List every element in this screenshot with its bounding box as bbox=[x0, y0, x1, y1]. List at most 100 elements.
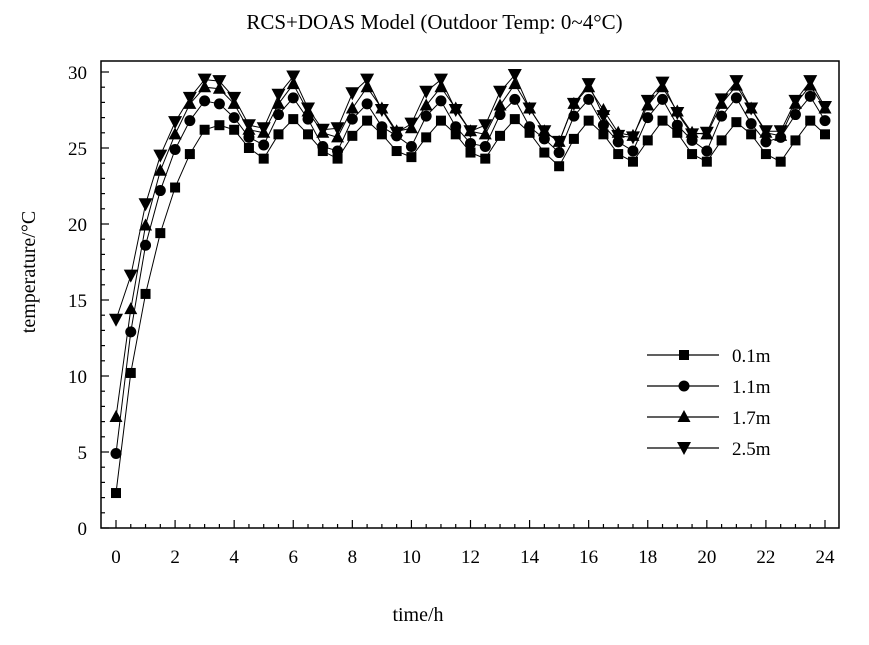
data-point-1.1m bbox=[701, 145, 713, 157]
data-point-1.1m bbox=[199, 95, 211, 107]
legend-label: 1.1m bbox=[732, 377, 771, 398]
data-point-0.1m bbox=[495, 130, 506, 141]
data-point-1.1m bbox=[228, 112, 240, 124]
data-point-1.1m bbox=[258, 139, 270, 151]
data-point-2.5m bbox=[197, 73, 212, 87]
data-point-1.1m bbox=[405, 140, 417, 152]
data-point-2.5m bbox=[315, 123, 330, 137]
data-point-0.1m bbox=[391, 146, 402, 157]
data-point-1.7m bbox=[109, 410, 123, 423]
data-point-0.1m bbox=[303, 129, 314, 140]
x-tick-label: 18 bbox=[638, 547, 657, 568]
legend-marker bbox=[678, 380, 690, 392]
data-point-1.1m bbox=[789, 109, 801, 121]
chart-title: RCS+DOAS Model (Outdoor Temp: 0~4°C) bbox=[246, 10, 623, 34]
y-tick-label: 20 bbox=[68, 215, 87, 236]
x-tick-label: 10 bbox=[402, 547, 421, 568]
data-point-2.5m bbox=[493, 85, 508, 99]
data-point-1.7m bbox=[345, 101, 359, 114]
data-point-0.1m bbox=[746, 129, 757, 140]
data-point-1.1m bbox=[317, 140, 329, 152]
data-point-0.1m bbox=[509, 114, 520, 125]
data-point-2.5m bbox=[241, 119, 256, 133]
data-point-1.1m bbox=[642, 112, 654, 124]
data-point-1.1m bbox=[745, 118, 757, 130]
data-point-0.1m bbox=[672, 127, 683, 138]
data-point-2.5m bbox=[404, 117, 419, 131]
x-tick-label: 20 bbox=[697, 547, 716, 568]
data-point-1.1m bbox=[494, 109, 506, 121]
data-point-2.5m bbox=[256, 122, 271, 136]
data-point-0.1m bbox=[125, 367, 136, 378]
legend-label: 1.7m bbox=[732, 408, 771, 429]
legend: 0.1m 1.1m 1.7m 2.5m bbox=[647, 346, 771, 460]
data-point-0.1m bbox=[406, 152, 417, 163]
data-point-2.5m bbox=[271, 88, 286, 102]
data-point-1.1m bbox=[420, 110, 432, 122]
x-tick-label: 16 bbox=[579, 547, 598, 568]
legend-entry-2.5m: 2.5m bbox=[647, 439, 771, 460]
x-axis-label: time/h bbox=[392, 604, 443, 626]
data-point-2.5m bbox=[330, 122, 345, 136]
x-tick-label: 4 bbox=[229, 547, 239, 568]
x-tick-label: 12 bbox=[461, 547, 480, 568]
data-point-0.1m bbox=[568, 133, 579, 144]
data-point-0.1m bbox=[657, 115, 668, 126]
data-point-2.5m bbox=[699, 126, 714, 140]
data-point-1.1m bbox=[346, 113, 358, 125]
data-point-0.1m bbox=[421, 132, 432, 143]
data-point-1.1m bbox=[361, 98, 373, 110]
data-point-1.7m bbox=[153, 163, 167, 176]
data-point-1.1m bbox=[213, 98, 225, 110]
data-point-0.1m bbox=[140, 288, 151, 299]
data-point-0.1m bbox=[701, 156, 712, 167]
data-point-2.5m bbox=[433, 73, 448, 87]
data-point-0.1m bbox=[376, 129, 387, 140]
data-point-0.1m bbox=[184, 149, 195, 160]
data-point-0.1m bbox=[805, 115, 816, 126]
data-point-1.1m bbox=[272, 109, 284, 121]
data-point-1.7m bbox=[168, 127, 182, 140]
data-point-1.1m bbox=[568, 110, 580, 122]
data-point-1.1m bbox=[583, 93, 595, 105]
data-point-0.1m bbox=[583, 115, 594, 126]
data-point-2.5m bbox=[596, 110, 611, 124]
data-point-0.1m bbox=[539, 147, 550, 158]
data-point-2.5m bbox=[153, 149, 168, 163]
x-tick-label: 24 bbox=[816, 547, 836, 568]
data-point-1.1m bbox=[509, 93, 521, 105]
data-point-1.7m bbox=[478, 127, 492, 140]
data-point-2.5m bbox=[803, 75, 818, 89]
data-point-2.5m bbox=[182, 91, 197, 105]
data-point-2.5m bbox=[670, 107, 685, 121]
data-point-2.5m bbox=[655, 76, 670, 90]
series-line-0.1m bbox=[115, 118, 826, 494]
x-tick-label: 0 bbox=[111, 547, 121, 568]
y-tick-label: 5 bbox=[78, 443, 88, 464]
data-point-1.1m bbox=[657, 93, 669, 105]
data-point-2.5m bbox=[109, 313, 123, 327]
data-point-1.1m bbox=[450, 121, 462, 133]
data-point-0.1m bbox=[480, 153, 491, 164]
legend-entry-1.1m: 1.1m bbox=[647, 377, 771, 398]
data-point-2.5m bbox=[581, 78, 596, 92]
data-point-0.1m bbox=[820, 129, 830, 140]
data-point-0.1m bbox=[273, 129, 284, 140]
y-axis-label: temperature/°C bbox=[18, 211, 40, 333]
data-point-2.5m bbox=[360, 73, 375, 87]
legend-label: 0.1m bbox=[732, 346, 771, 367]
data-point-2.5m bbox=[552, 135, 567, 149]
data-point-0.1m bbox=[465, 147, 476, 158]
data-point-1.1m bbox=[376, 121, 388, 133]
data-point-0.1m bbox=[598, 129, 609, 140]
data-point-2.5m bbox=[374, 104, 389, 117]
data-point-1.1m bbox=[716, 110, 728, 122]
data-point-1.7m bbox=[508, 77, 522, 90]
data-point-2.5m bbox=[611, 129, 626, 143]
data-point-2.5m bbox=[138, 198, 153, 212]
data-point-1.1m bbox=[110, 448, 122, 460]
data-point-0.1m bbox=[642, 135, 653, 146]
series-2.5m bbox=[109, 69, 832, 327]
